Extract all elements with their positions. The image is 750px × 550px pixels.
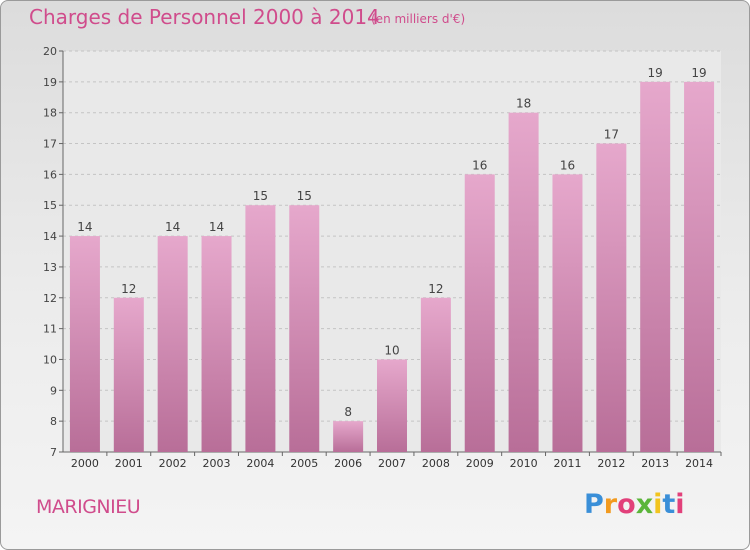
y-tick-label: 8 <box>50 415 57 428</box>
bar-value-label: 18 <box>516 97 531 111</box>
x-tick-label: 2009 <box>466 457 494 470</box>
logo-letter: i <box>653 489 663 520</box>
bar-2004 <box>245 205 276 452</box>
logo-letter: P <box>584 489 604 520</box>
x-tick-label: 2005 <box>290 457 318 470</box>
bar-value-label: 8 <box>344 405 352 419</box>
bar-value-label: 10 <box>384 343 399 357</box>
bar-2011 <box>552 174 583 452</box>
bar-2000 <box>69 236 100 452</box>
bar-value-label: 19 <box>648 66 663 80</box>
x-tick-label: 2000 <box>71 457 99 470</box>
y-tick-label: 10 <box>43 353 57 366</box>
y-tick-label: 14 <box>43 230 57 243</box>
bar-2006 <box>333 421 364 452</box>
y-tick-label: 11 <box>43 323 57 336</box>
x-tick-label: 2002 <box>159 457 187 470</box>
bar-value-label: 12 <box>121 282 136 296</box>
bar-2008 <box>420 297 451 452</box>
y-tick-label: 18 <box>43 107 57 120</box>
x-tick-label: 2001 <box>115 457 143 470</box>
x-tick-label: 2013 <box>641 457 669 470</box>
chart-unit: (en milliers d'€) <box>371 12 466 26</box>
y-tick-label: 12 <box>43 292 57 305</box>
y-tick-label: 7 <box>50 446 57 459</box>
y-tick-label: 16 <box>43 168 57 181</box>
logo-letter: r <box>603 489 618 520</box>
y-tick-label: 17 <box>43 138 57 151</box>
y-tick-label: 15 <box>43 199 57 212</box>
logo-letter: o <box>617 489 636 520</box>
bar-value-label: 14 <box>77 220 92 234</box>
y-tick-label: 13 <box>43 261 57 274</box>
x-tick-label: 2006 <box>334 457 362 470</box>
commune-name: MARIGNIEU <box>36 496 141 518</box>
bar-value-label: 15 <box>253 189 268 203</box>
x-tick-label: 2003 <box>203 457 231 470</box>
bar-2014 <box>684 81 715 452</box>
bar-2005 <box>289 205 320 452</box>
x-tick-label: 2007 <box>378 457 406 470</box>
bar-value-label: 14 <box>209 220 224 234</box>
bar-value-label: 15 <box>297 189 312 203</box>
bar-2012 <box>596 143 627 453</box>
x-tick-label: 2011 <box>553 457 581 470</box>
bar-value-label: 19 <box>691 66 706 80</box>
bar-2010 <box>508 112 539 452</box>
bar-value-label: 16 <box>472 158 487 172</box>
bar-2009 <box>464 174 495 452</box>
proxiti-logo: Proxiti <box>584 489 685 520</box>
logo-letter: i <box>675 489 685 520</box>
bar-2007 <box>377 359 407 452</box>
x-tick-label: 2014 <box>685 457 713 470</box>
bar-value-label: 16 <box>560 158 575 172</box>
bar-value-label: 12 <box>428 282 443 296</box>
bar-2003 <box>201 236 232 452</box>
y-tick-label: 20 <box>43 45 57 58</box>
x-tick-label: 2012 <box>597 457 625 470</box>
x-tick-label: 2004 <box>246 457 274 470</box>
bar-value-label: 17 <box>604 128 619 142</box>
chart-title: Charges de Personnel 2000 à 2014 <box>29 5 380 29</box>
x-tick-label: 2010 <box>510 457 538 470</box>
bar-2013 <box>640 81 671 452</box>
y-tick-label: 19 <box>43 76 57 89</box>
logo-letter: t <box>662 489 676 520</box>
bar-value-label: 14 <box>165 220 180 234</box>
bar-2002 <box>157 236 188 452</box>
y-tick-label: 9 <box>50 384 57 397</box>
logo-letter: x <box>635 489 654 520</box>
bar-2001 <box>113 297 144 452</box>
x-tick-label: 2008 <box>422 457 450 470</box>
